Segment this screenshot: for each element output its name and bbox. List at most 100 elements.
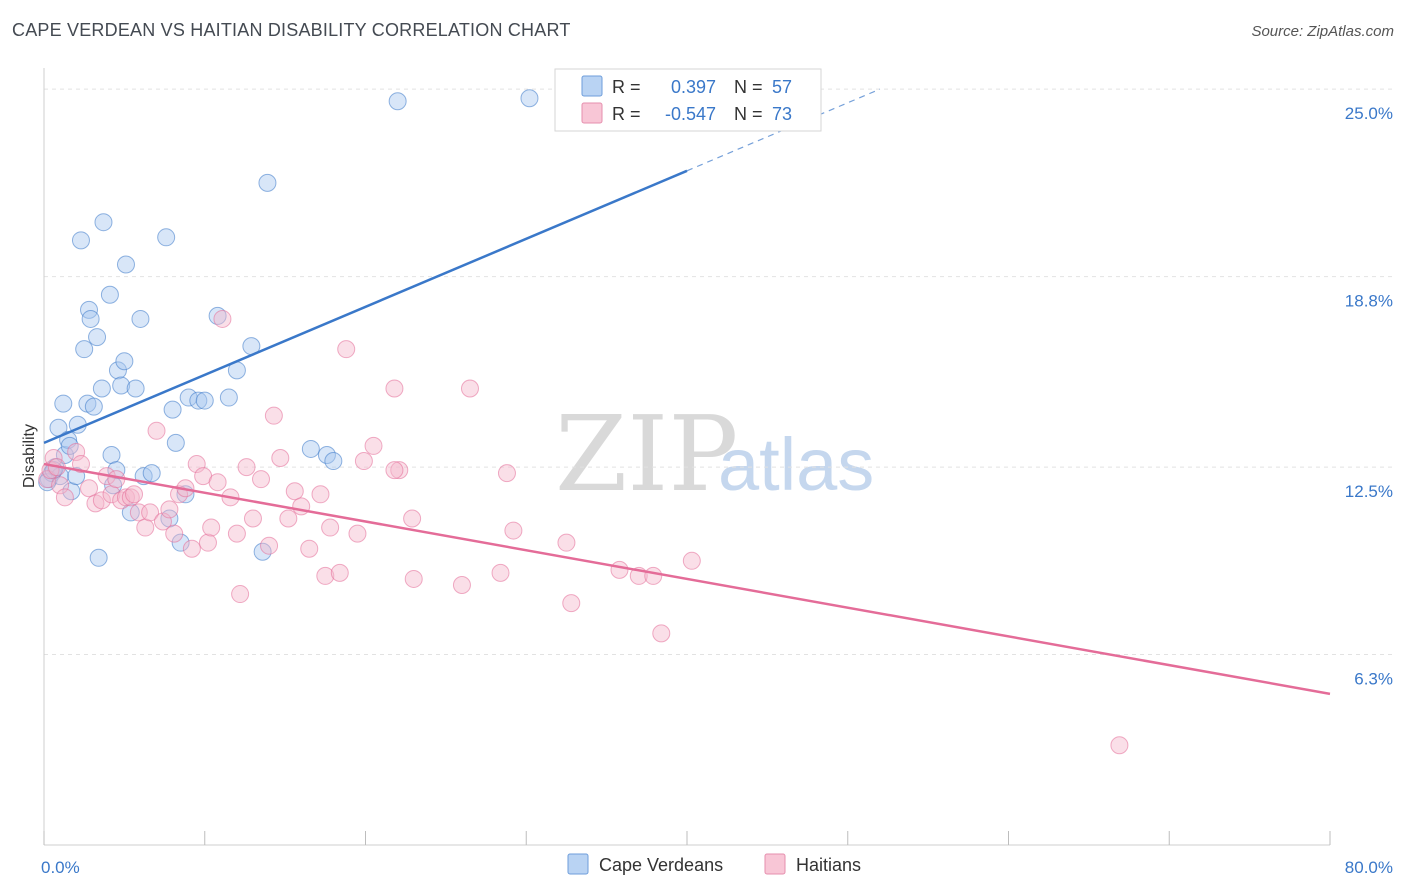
point-haitian xyxy=(557,533,576,552)
legend-r-value-pink: -0.547 xyxy=(665,104,716,124)
point-haitian xyxy=(285,482,304,501)
point-haitian xyxy=(504,521,523,540)
point-haitian xyxy=(160,500,179,519)
point-cape-verdean xyxy=(171,533,190,552)
point-haitian xyxy=(1110,736,1129,755)
point-cape-verdean xyxy=(80,300,99,319)
point-cape-verdean xyxy=(115,352,134,371)
series-legend: Cape Verdeans Haitians xyxy=(567,853,861,875)
series-legend-label-blue: Cape Verdeans xyxy=(599,855,723,875)
series-legend-label-pink: Haitians xyxy=(796,855,861,875)
point-cape-verdean xyxy=(388,92,407,111)
point-haitian xyxy=(165,524,184,543)
point-haitian xyxy=(264,406,283,425)
point-cape-verdean xyxy=(324,452,343,471)
point-cape-verdean xyxy=(94,213,113,232)
point-cape-verdean xyxy=(166,433,185,452)
chart-title: CAPE VERDEAN VS HAITIAN DISABILITY CORRE… xyxy=(12,20,571,40)
point-cape-verdean xyxy=(157,228,176,247)
point-haitian xyxy=(321,518,340,537)
point-haitian xyxy=(121,488,140,507)
point-cape-verdean xyxy=(189,391,208,410)
point-cape-verdean xyxy=(67,467,86,486)
point-cape-verdean xyxy=(100,285,119,304)
point-haitian xyxy=(92,491,111,510)
point-haitian xyxy=(136,518,155,537)
point-haitian xyxy=(337,340,356,359)
x-tick-label-max: 80.0% xyxy=(1345,858,1393,877)
watermark-zip: ZIP xyxy=(555,393,738,515)
point-haitian xyxy=(385,461,404,480)
y-tick-labels: 6.3% 12.5% 18.8% 25.0% xyxy=(1345,104,1393,688)
point-cape-verdean xyxy=(142,464,161,483)
point-haitian xyxy=(385,379,404,398)
legend-r-label-blue: R = xyxy=(612,77,641,97)
point-haitian xyxy=(71,455,90,474)
point-haitian xyxy=(316,566,335,585)
point-haitian xyxy=(271,449,290,468)
y-tick-label: 25.0% xyxy=(1345,104,1393,123)
point-haitian xyxy=(354,452,373,471)
point-haitian xyxy=(390,461,409,480)
point-haitian xyxy=(198,533,217,552)
legend-n-value-pink: 73 xyxy=(772,104,792,124)
legend-swatch-blue xyxy=(581,75,603,97)
x-tick-label-min: 0.0% xyxy=(41,858,80,877)
point-cape-verdean xyxy=(92,379,111,398)
stats-legend: R = 0.397 N = 57 R = -0.547 N = 73 xyxy=(554,68,822,132)
point-haitian xyxy=(51,476,70,495)
point-haitian xyxy=(125,485,144,504)
point-haitian xyxy=(452,575,471,594)
y-tick-label: 12.5% xyxy=(1345,482,1393,501)
y-tick-label: 6.3% xyxy=(1354,670,1393,689)
legend-r-label-pink: R = xyxy=(612,104,641,124)
point-cape-verdean xyxy=(75,340,94,359)
y-tick-label: 18.8% xyxy=(1345,292,1393,311)
point-haitian xyxy=(403,509,422,528)
point-haitian xyxy=(213,309,232,328)
watermark: ZIP atlas xyxy=(555,393,874,515)
source-label: Source: ZipAtlas.com xyxy=(1251,23,1394,40)
point-cape-verdean xyxy=(102,445,121,464)
point-haitian xyxy=(208,473,227,492)
point-cape-verdean xyxy=(301,439,320,458)
point-haitian xyxy=(562,594,581,613)
point-haitian xyxy=(682,551,701,570)
point-cape-verdean xyxy=(131,309,150,328)
point-cape-verdean xyxy=(258,173,277,192)
legend-n-label-blue: N = xyxy=(734,77,763,97)
point-cape-verdean xyxy=(126,379,145,398)
point-haitian xyxy=(231,585,250,604)
point-cape-verdean xyxy=(163,400,182,419)
point-haitian xyxy=(237,458,256,477)
point-haitian xyxy=(147,421,166,440)
trend-lines xyxy=(43,88,1331,696)
point-cape-verdean xyxy=(54,394,73,413)
point-haitian xyxy=(364,436,383,455)
point-cape-verdean xyxy=(108,361,127,380)
point-cape-verdean xyxy=(520,89,539,108)
point-cape-verdean xyxy=(112,376,131,395)
point-cape-verdean xyxy=(84,397,103,416)
point-haitian xyxy=(67,442,86,461)
series-haitians xyxy=(38,309,1129,755)
legend-n-label-pink: N = xyxy=(734,104,763,124)
point-haitian xyxy=(460,379,479,398)
point-haitian xyxy=(80,479,99,498)
point-haitian xyxy=(55,488,74,507)
point-haitian xyxy=(330,563,349,582)
point-haitian xyxy=(141,503,160,522)
point-haitian xyxy=(300,539,319,558)
legend-swatch-pink xyxy=(581,102,603,124)
point-haitian xyxy=(348,524,367,543)
point-cape-verdean xyxy=(219,388,238,407)
point-cape-verdean xyxy=(195,391,214,410)
point-cape-verdean xyxy=(107,461,126,480)
grid xyxy=(44,88,1393,656)
point-cape-verdean xyxy=(81,309,100,328)
trend-line-haitians xyxy=(43,462,1331,696)
point-haitian xyxy=(260,536,279,555)
y-axis-title: Disability xyxy=(21,424,38,488)
legend-n-value-blue: 57 xyxy=(772,77,792,97)
